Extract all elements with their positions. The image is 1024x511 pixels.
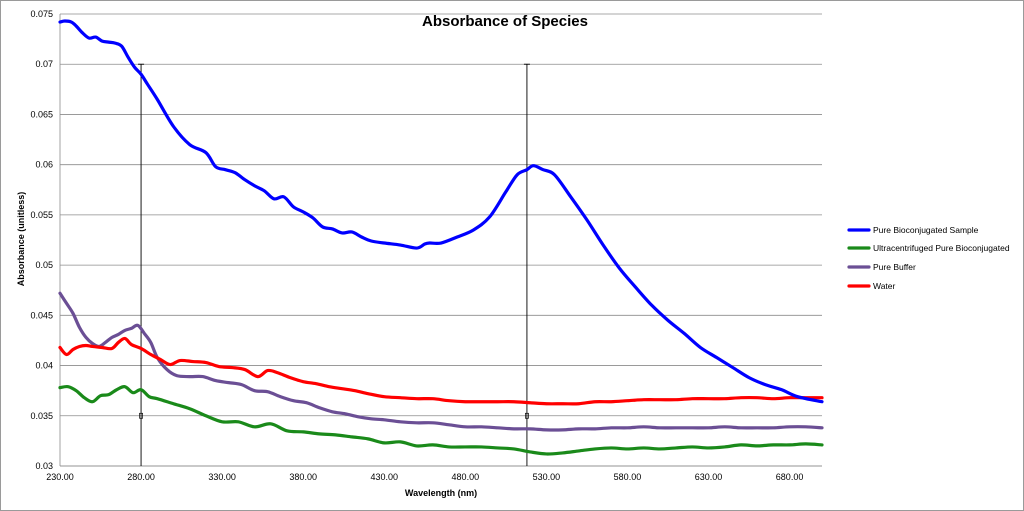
y-tick-label: 0.065 — [30, 109, 53, 119]
y-axis-title: Absorbance (unitless) — [16, 192, 26, 287]
y-tick-label: 0.07 — [35, 59, 53, 69]
x-tick-label: 230.00 — [46, 472, 74, 482]
y-tick-label: 0.035 — [30, 411, 53, 421]
chart-title: Absorbance of Species — [422, 13, 588, 30]
legend-label: Ultracentrifuged Pure Bioconjugated — [873, 243, 1010, 253]
plot-area — [59, 14, 822, 467]
x-tick-label: 530.00 — [533, 472, 561, 482]
x-axis-title: Wavelength (nm) — [405, 488, 477, 498]
vertical-marker-tick — [139, 412, 143, 419]
y-tick-label: 0.04 — [35, 361, 53, 371]
x-tick-label: 580.00 — [614, 472, 642, 482]
x-tick-label: 480.00 — [452, 472, 480, 482]
legend-label: Pure Bioconjugated Sample — [873, 225, 979, 235]
y-tick-label: 0.03 — [35, 461, 53, 471]
x-tick-labels: 230.00 280.00 330.00 380.00 430.00 480.00 530.… — [46, 472, 803, 482]
x-tick-label: 430.00 — [370, 472, 398, 482]
x-tick-label: 680.00 — [776, 472, 804, 482]
legend-label: Water — [873, 281, 896, 291]
series-line-0 — [58, 19, 824, 404]
y-tick-label: 0.05 — [35, 260, 53, 270]
y-tick-label: 0.075 — [30, 9, 53, 19]
x-tick-label: 280.00 — [127, 472, 155, 482]
grid-lines — [60, 13, 822, 467]
series-line-1 — [58, 384, 824, 456]
x-tick-label: 380.00 — [289, 472, 317, 482]
y-tick-label: 0.045 — [30, 310, 53, 320]
x-tick-label: 630.00 — [695, 472, 723, 482]
series-lines — [58, 19, 824, 456]
y-tick-label: 0.055 — [30, 210, 53, 220]
x-tick-label: 330.00 — [208, 472, 236, 482]
legend-label: Pure Buffer — [873, 262, 916, 272]
series-line-3 — [58, 336, 824, 406]
vertical-marker-tick — [525, 412, 529, 419]
y-tick-labels: 0.03 0.035 0.04 0.045 0.05 0.055 0.06 0.065 0.07… — [30, 9, 53, 471]
legend: Pure Bioconjugated Sample Ultracentrifuge… — [847, 225, 1010, 291]
series-line-2 — [58, 291, 824, 432]
vertical-markers — [138, 63, 530, 466]
y-tick-label: 0.06 — [35, 160, 53, 170]
